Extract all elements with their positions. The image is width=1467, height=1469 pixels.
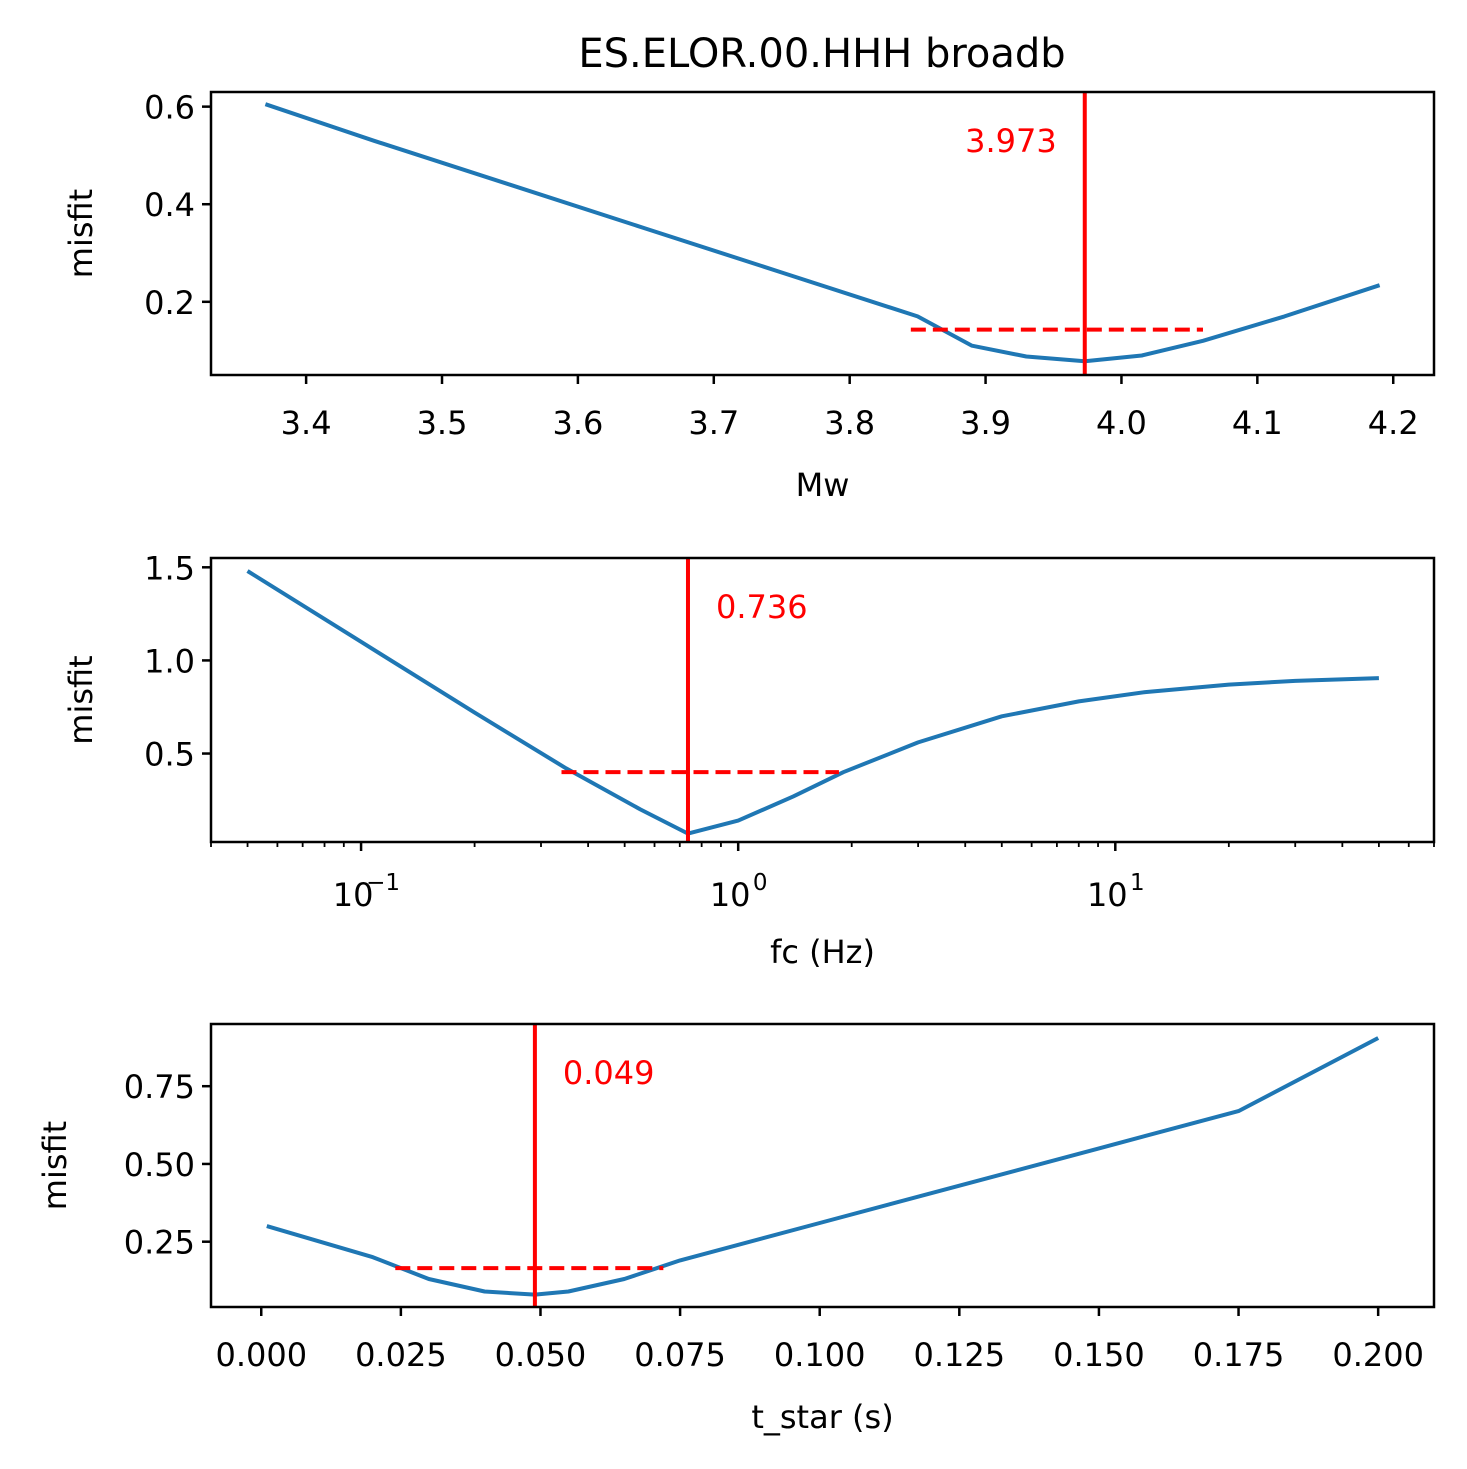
y-axis-label: misfit (36, 1121, 74, 1210)
x-tick-label: 4.0 (1096, 404, 1147, 442)
x-tick-label: 0.175 (1193, 1336, 1285, 1374)
best-value-label: 0.736 (716, 588, 808, 626)
figure-title: ES.ELOR.00.HHH broadb (578, 31, 1065, 77)
x-axis-label: t_star (s) (751, 1398, 893, 1436)
x-tick-label: 10 (333, 876, 374, 914)
x-tick-label: 3.7 (688, 404, 739, 442)
x-tick-label: 0.200 (1332, 1336, 1424, 1374)
misfit-curve-1 (266, 1036, 1380, 1297)
x-tick-label: 3.5 (417, 404, 468, 442)
y-tick-label: 1.5 (144, 549, 195, 587)
axes-frame (209, 556, 1436, 844)
best-value-label: 3.973 (965, 122, 1057, 160)
y-axis-label: misfit (62, 189, 100, 278)
x-tick-label: 0.150 (1053, 1336, 1145, 1374)
x-tick-label: 3.6 (552, 404, 603, 442)
axes-frame (209, 1022, 1436, 1309)
x-tick-label: 0.050 (495, 1336, 587, 1374)
x-axis-label: fc (Hz) (770, 933, 875, 971)
subplot-3: 0.049 0.25 0.50 0.75 0.000 0.025 0.050 0.075 0.1… (36, 1022, 1436, 1436)
x-tick-label: 0.000 (215, 1336, 307, 1374)
x-tick-label: 3.9 (960, 404, 1011, 442)
best-value-label: 0.049 (563, 1054, 655, 1092)
y-tick-label: 0.4 (144, 186, 195, 224)
x-tick-label: 10 (710, 876, 751, 914)
x-axis-label: Mw (796, 466, 850, 504)
x-tick-label: 0.100 (774, 1336, 866, 1374)
misfit-curve-1 (264, 102, 1381, 364)
x-tick-label: 0.125 (914, 1336, 1006, 1374)
subplots: 3.973 0.2 0.4 0.6 3.4 3.5 3.6 3.7 3.8 3.9 4.0 4.1 4.… (36, 89, 1436, 1436)
y-tick-label: 0.25 (124, 1224, 195, 1262)
x-tick-label: 3.8 (824, 404, 875, 442)
x-tick-label: 10 (1087, 876, 1128, 914)
x-tick-label: 0.025 (355, 1336, 447, 1374)
x-tick-label: 0.075 (634, 1336, 726, 1374)
subplot-1: 3.973 0.2 0.4 0.6 3.4 3.5 3.6 3.7 3.8 3.9 4.0 4.1 4.… (62, 89, 1436, 504)
x-tick-label: 3.4 (281, 404, 332, 442)
y-tick-label: 0.5 (144, 736, 195, 774)
y-tick-label: 0.2 (144, 284, 195, 322)
y-tick-label: 1.0 (144, 642, 195, 680)
x-tick-label: 4.1 (1232, 404, 1283, 442)
y-tick-label: 0.75 (124, 1068, 195, 1106)
x-tick-exponent: 0 (753, 870, 768, 896)
misfit-curve-1 (246, 569, 1379, 836)
x-tick-label: 4.2 (1368, 404, 1419, 442)
x-tick-exponent: 1 (1130, 870, 1145, 896)
y-axis-label: misfit (62, 655, 100, 744)
y-tick-label: 0.50 (124, 1146, 195, 1184)
x-tick-exponent: −1 (366, 870, 400, 896)
axes-frame (209, 90, 1436, 377)
y-tick-label: 0.6 (144, 89, 195, 127)
